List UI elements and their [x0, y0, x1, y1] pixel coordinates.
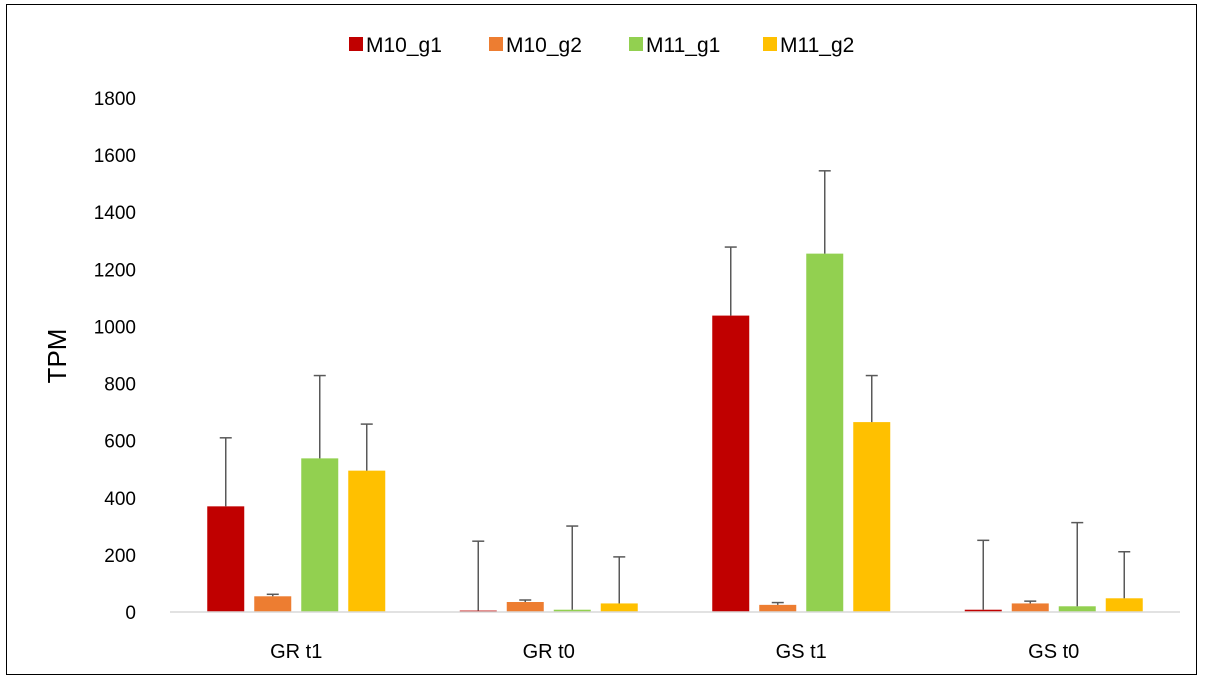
bar-m10-g2 — [506, 602, 544, 612]
error-bars — [219, 170, 1131, 611]
bar-m11-g1 — [553, 609, 591, 612]
bar-m10-g2 — [254, 596, 292, 612]
y-axis-ticks: 0 200 400 600 800 1000 1200 1400 1600 1800 — [94, 89, 136, 624]
bar-m11-g2 — [853, 422, 891, 612]
legend-swatch — [349, 37, 363, 51]
x-axis-categories: GR t1 GR t0 GS t1 GS t0 — [270, 641, 1079, 663]
legend: M10_g1 M10_g2 M11_g1 M11_g2 — [349, 34, 854, 57]
legend-label: M11_g1 — [646, 34, 720, 57]
bar-m11-g1 — [301, 458, 339, 612]
bar-m11-g2 — [600, 603, 638, 612]
bar-m10-g1 — [207, 506, 245, 612]
bar-m11-g2 — [1105, 598, 1143, 612]
bar-m10-g1 — [712, 315, 750, 612]
legend-label: M10_g2 — [506, 34, 582, 57]
bar-m11-g2 — [348, 470, 386, 612]
y-tick-label: 0 — [125, 603, 136, 624]
y-tick-label: 1600 — [94, 146, 136, 167]
legend-swatch — [763, 37, 777, 51]
y-tick-label: 1200 — [94, 260, 136, 281]
bar-m10-g1 — [964, 609, 1002, 612]
x-category-label: GR t1 — [270, 641, 322, 663]
bar-m10-g2 — [1011, 603, 1049, 612]
legend-label: M11_g2 — [780, 34, 854, 57]
chart-frame — [6, 4, 1197, 675]
bar-m11-g1 — [806, 253, 844, 612]
y-tick-label: 1400 — [94, 203, 136, 224]
legend-swatch — [629, 37, 643, 51]
x-category-label: GS t1 — [776, 641, 827, 663]
y-tick-label: 800 — [104, 375, 136, 396]
x-category-label: GS t0 — [1028, 641, 1079, 663]
bar-m11-g1 — [1058, 606, 1096, 612]
y-tick-label: 400 — [104, 489, 136, 510]
legend-swatch — [489, 37, 503, 51]
y-tick-label: 200 — [104, 546, 136, 567]
y-tick-label: 1000 — [94, 317, 136, 338]
y-tick-label: 1800 — [94, 89, 136, 110]
bar-m10-g2 — [759, 604, 797, 612]
y-tick-label: 600 — [104, 432, 136, 453]
legend-label: M10_g1 — [366, 34, 442, 57]
y-axis-label: TPM — [42, 329, 72, 384]
bars — [207, 253, 1143, 612]
x-category-label: GR t0 — [523, 641, 575, 663]
